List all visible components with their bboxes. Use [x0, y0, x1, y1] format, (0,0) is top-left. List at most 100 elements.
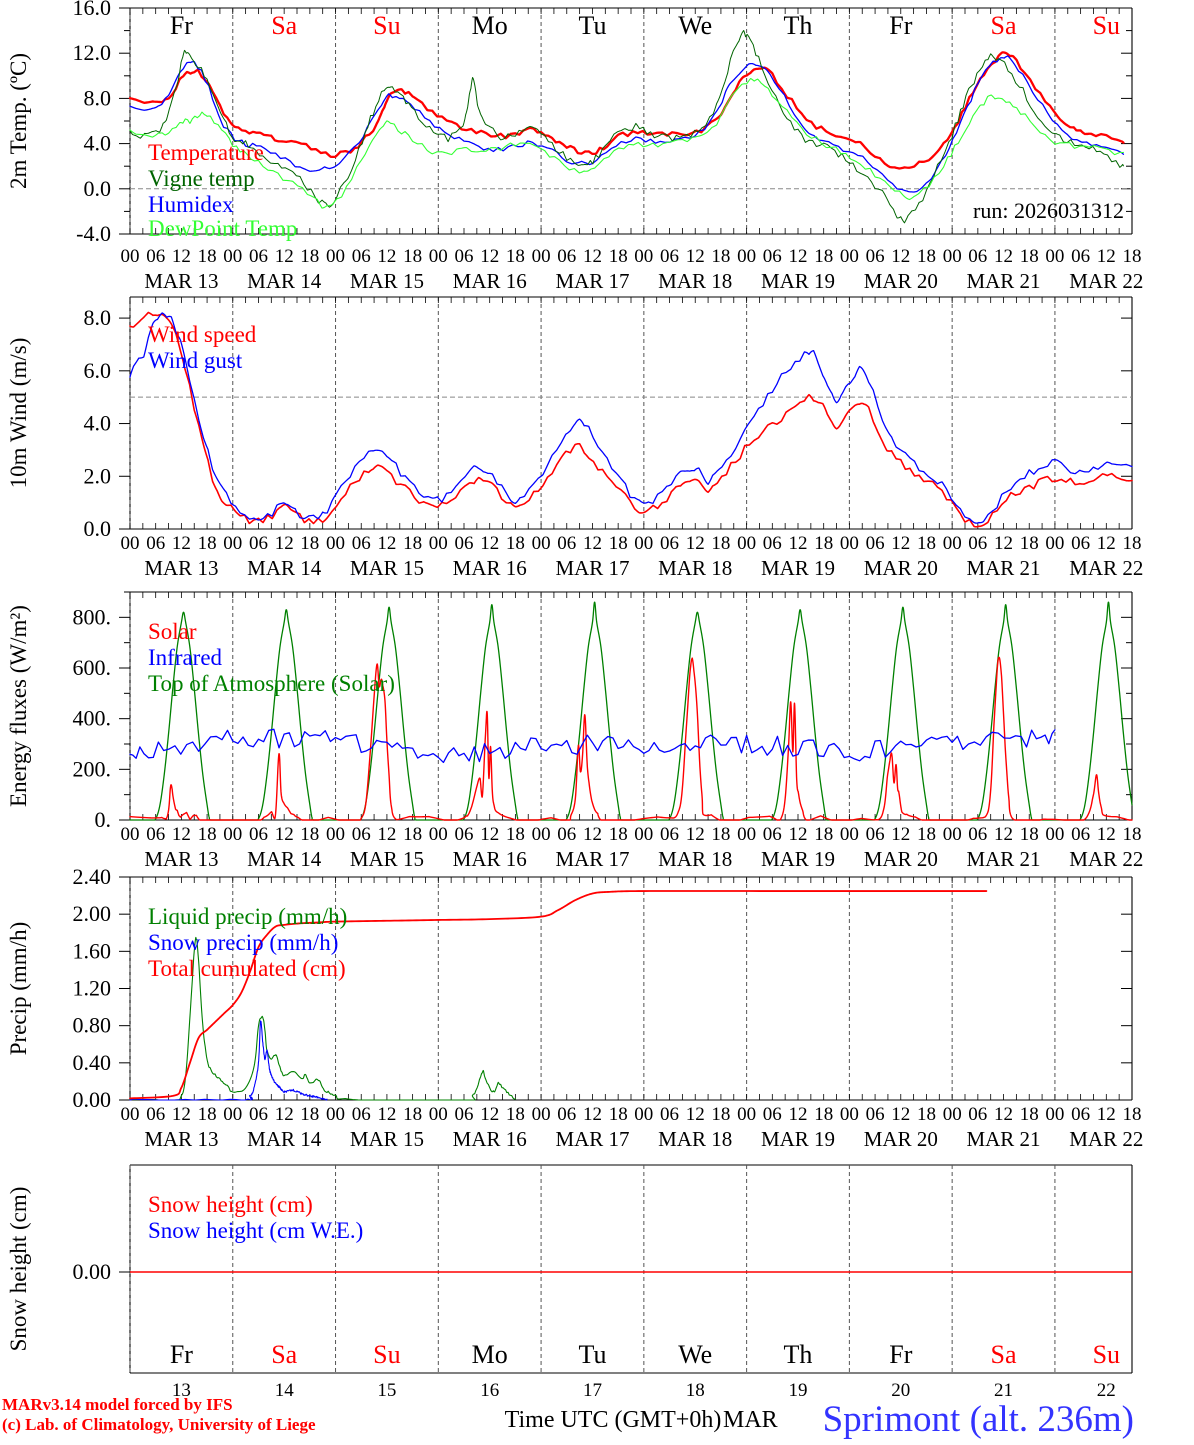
svg-text:06: 06 [455, 533, 474, 554]
svg-text:00: 00 [121, 533, 140, 554]
svg-text:06: 06 [660, 533, 679, 554]
svg-text:12: 12 [172, 533, 191, 554]
svg-text:Mo: Mo [472, 1340, 508, 1369]
svg-text:16: 16 [480, 1380, 499, 1401]
svg-text:MAR 13: MAR 13 [144, 269, 218, 293]
svg-text:06: 06 [763, 824, 782, 845]
svg-text:18: 18 [403, 1104, 422, 1125]
svg-text:Sa: Sa [271, 1340, 297, 1369]
svg-text:Vigne temp: Vigne temp [148, 166, 255, 191]
svg-text:15: 15 [377, 1380, 396, 1401]
svg-text:12: 12 [1097, 1104, 1116, 1125]
svg-text:12: 12 [994, 1104, 1013, 1125]
svg-text:00: 00 [737, 246, 756, 267]
svg-text:Su: Su [373, 11, 400, 40]
svg-text:MAR 15: MAR 15 [350, 847, 424, 871]
svg-text:12: 12 [275, 824, 294, 845]
svg-text:06: 06 [968, 824, 987, 845]
svg-text:12: 12 [377, 246, 396, 267]
svg-text:6.0: 6.0 [84, 358, 112, 383]
svg-text:12: 12 [275, 533, 294, 554]
svg-text:8.0: 8.0 [84, 85, 112, 110]
svg-text:06: 06 [352, 246, 371, 267]
svg-text:12: 12 [583, 246, 602, 267]
svg-text:00: 00 [943, 824, 962, 845]
svg-text:0.: 0. [95, 807, 112, 832]
svg-text:18: 18 [609, 824, 628, 845]
svg-text:0.00: 0.00 [73, 1087, 112, 1112]
svg-text:00: 00 [326, 1104, 345, 1125]
svg-text:00: 00 [429, 246, 448, 267]
svg-text:18: 18 [609, 533, 628, 554]
svg-text:Wind gust: Wind gust [148, 348, 243, 373]
svg-text:00: 00 [634, 1104, 653, 1125]
svg-text:MARv3.14 model forced by IFS: MARv3.14 model forced by IFS [2, 1395, 233, 1414]
svg-text:Infrared: Infrared [148, 645, 223, 670]
svg-text:Su: Su [1093, 11, 1120, 40]
svg-text:06: 06 [352, 824, 371, 845]
svg-text:MAR 16: MAR 16 [453, 269, 527, 293]
svg-text:06: 06 [249, 533, 268, 554]
svg-text:00: 00 [840, 1104, 859, 1125]
svg-text:Su: Su [1093, 1340, 1120, 1369]
svg-text:00: 00 [1045, 1104, 1064, 1125]
svg-text:12: 12 [789, 1104, 808, 1125]
svg-text:12: 12 [583, 533, 602, 554]
svg-text:12: 12 [891, 246, 910, 267]
svg-text:06: 06 [557, 246, 576, 267]
svg-text:1.60: 1.60 [73, 938, 112, 963]
svg-text:00: 00 [532, 824, 551, 845]
svg-text:12: 12 [583, 824, 602, 845]
svg-text:00: 00 [634, 533, 653, 554]
svg-text:12: 12 [172, 246, 191, 267]
svg-text:run: 2026031312: run: 2026031312 [973, 198, 1124, 223]
svg-text:06: 06 [1071, 246, 1090, 267]
svg-text:MAR 18: MAR 18 [658, 1127, 732, 1151]
svg-text:Liquid precip (mm/h): Liquid precip (mm/h) [148, 904, 347, 929]
svg-text:12: 12 [172, 1104, 191, 1125]
svg-text:MAR 20: MAR 20 [864, 847, 938, 871]
svg-text:00: 00 [1045, 533, 1064, 554]
svg-text:Su: Su [373, 1340, 400, 1369]
svg-text:MAR 22: MAR 22 [1069, 556, 1143, 580]
svg-text:12: 12 [1097, 246, 1116, 267]
svg-text:06: 06 [866, 246, 885, 267]
svg-text:12: 12 [686, 824, 705, 845]
svg-text:0.0: 0.0 [84, 176, 112, 201]
svg-text:12: 12 [994, 824, 1013, 845]
svg-text:2.0: 2.0 [84, 463, 112, 488]
svg-text:Energy fluxes (W/m²): Energy fluxes (W/m²) [6, 605, 31, 807]
svg-text:18: 18 [403, 824, 422, 845]
svg-text:18: 18 [711, 1104, 730, 1125]
svg-text:16.0: 16.0 [73, 0, 112, 20]
svg-text:18: 18 [711, 533, 730, 554]
svg-text:18: 18 [198, 1104, 217, 1125]
svg-text:18: 18 [198, 246, 217, 267]
svg-text:400.: 400. [73, 706, 112, 731]
svg-text:MAR 17: MAR 17 [555, 556, 629, 580]
svg-text:4.0: 4.0 [84, 411, 112, 436]
svg-text:Humidex: Humidex [148, 192, 234, 217]
svg-text:06: 06 [249, 1104, 268, 1125]
svg-text:600.: 600. [73, 655, 112, 680]
svg-text:-4.0: -4.0 [76, 221, 111, 246]
svg-text:06: 06 [968, 246, 987, 267]
svg-text:18: 18 [814, 1104, 833, 1125]
svg-text:Sprimont (alt. 236m): Sprimont (alt. 236m) [823, 1399, 1134, 1440]
svg-text:18: 18 [403, 246, 422, 267]
svg-text:MAR 20: MAR 20 [864, 269, 938, 293]
svg-text:MAR 21: MAR 21 [966, 269, 1040, 293]
svg-text:00: 00 [1045, 246, 1064, 267]
svg-text:18: 18 [198, 824, 217, 845]
svg-text:12.0: 12.0 [73, 40, 112, 65]
svg-text:Temperature: Temperature [148, 140, 264, 165]
svg-text:0.80: 0.80 [73, 1013, 112, 1038]
svg-text:06: 06 [763, 1104, 782, 1125]
svg-text:MAR 17: MAR 17 [555, 269, 629, 293]
svg-text:06: 06 [455, 1104, 474, 1125]
svg-text:12: 12 [480, 1104, 499, 1125]
svg-text:00: 00 [737, 824, 756, 845]
svg-text:12: 12 [891, 533, 910, 554]
svg-text:Tu: Tu [579, 11, 607, 40]
svg-text:06: 06 [352, 533, 371, 554]
